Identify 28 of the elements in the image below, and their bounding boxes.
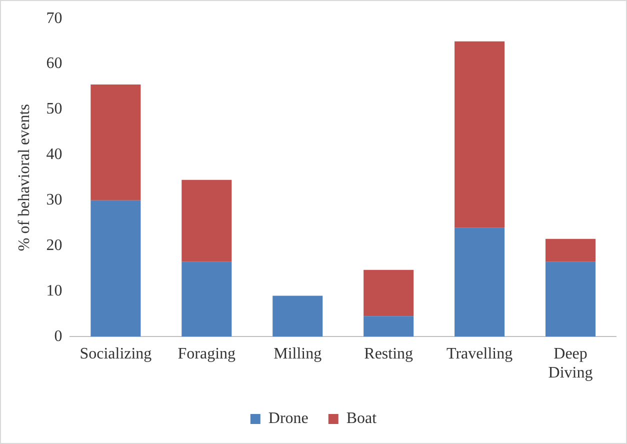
bar	[454, 41, 505, 228]
x-tick-label: Socializing	[80, 345, 152, 362]
x-tick-label: Foraging	[178, 345, 236, 362]
y-tick-label: 50	[46, 100, 62, 118]
bar	[182, 262, 232, 337]
x-tick-label: Resting	[364, 345, 414, 362]
y-tick-label: 70	[46, 10, 62, 27]
x-tick-label: Travelling	[446, 345, 513, 362]
legend-label: Boat	[346, 410, 378, 428]
y-tick-label: 0	[54, 328, 62, 345]
y-tick-label: 40	[46, 146, 62, 164]
x-tick-label: Deep Diving	[548, 345, 593, 382]
legend-label: Drone	[268, 410, 308, 428]
bar	[546, 262, 596, 337]
y-tick-label: 10	[46, 282, 62, 300]
y-axis-title: % of behavioral events	[16, 104, 33, 252]
y-tick-label: 60	[46, 55, 62, 72]
bar	[364, 270, 414, 316]
bar	[454, 228, 505, 337]
bar	[90, 200, 141, 337]
bar	[546, 238, 596, 262]
bar	[182, 180, 232, 262]
y-tick-label: 20	[46, 236, 62, 254]
y-tick-label: 30	[46, 192, 62, 209]
bar	[364, 316, 414, 337]
bar	[272, 296, 323, 337]
x-tick-label: Milling	[274, 345, 322, 362]
bar	[90, 84, 141, 200]
